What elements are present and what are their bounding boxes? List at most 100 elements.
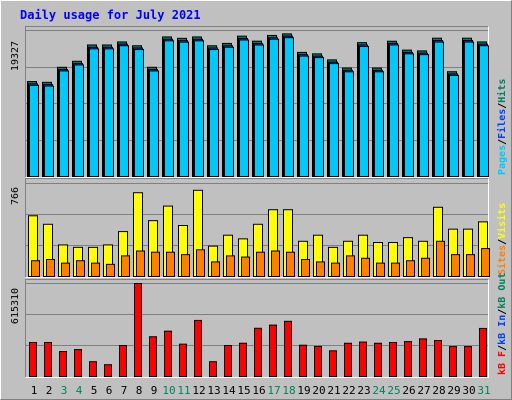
x-tick-label: 1 — [31, 384, 38, 397]
x-tick-label: 16 — [252, 384, 265, 397]
bar-sites — [331, 262, 340, 277]
bar-kb-f — [269, 324, 277, 377]
x-tick-label: 20 — [312, 384, 325, 397]
bar-pages — [224, 46, 234, 178]
bar-sites — [451, 254, 460, 277]
bar-kb-f — [119, 345, 127, 378]
x-tick-label: 25 — [387, 384, 400, 397]
legend-entry: / — [497, 103, 508, 109]
bar-sites — [481, 248, 490, 277]
bar-sites — [466, 254, 475, 277]
bar-sites — [406, 260, 415, 277]
x-tick-label: 19 — [297, 384, 310, 397]
bar-pages — [209, 49, 219, 178]
legend-entry: Hits — [496, 79, 508, 103]
bar-sites — [256, 251, 265, 278]
x-tick-label: 11 — [177, 384, 190, 397]
legend-entry: kB F — [497, 351, 508, 375]
bar-sites — [361, 257, 370, 278]
bar-kb-f — [134, 283, 142, 377]
panel-frame-light-2 — [25, 279, 489, 378]
x-tick-label: 31 — [477, 384, 490, 397]
bar-kb-f — [479, 327, 487, 378]
x-tick-label: 10 — [162, 384, 175, 397]
x-tick-label: 7 — [121, 384, 128, 397]
legend-entry: Visits — [496, 203, 508, 239]
bar-kb-f — [59, 351, 67, 377]
bar-sites — [196, 249, 205, 277]
bar-pages — [239, 39, 249, 177]
bar-sites — [376, 262, 385, 277]
x-tick-label: 9 — [151, 384, 158, 397]
legend-entry: Pages — [497, 145, 508, 175]
x-tick-label: 22 — [342, 384, 355, 397]
x-tick-label: 2 — [46, 384, 53, 397]
x-tick-label: 13 — [207, 384, 220, 397]
bar-kb-f — [374, 342, 382, 378]
y-max-label: 19327 — [10, 41, 21, 71]
bar-pages — [194, 40, 204, 177]
bar-pages — [44, 85, 54, 177]
x-tick-label: 15 — [237, 384, 250, 397]
bar-kb-f — [89, 361, 97, 378]
panel-visits-sites: 766 Sites/Visits — [10, 178, 508, 278]
bar-sites — [106, 263, 115, 278]
x-tick-label: 17 — [267, 384, 280, 397]
bar-kb-f — [179, 343, 187, 378]
x-tick-label: 4 — [76, 384, 83, 397]
bar-pages — [29, 84, 39, 177]
bar-sites — [91, 262, 100, 277]
bar-kb-f — [389, 341, 397, 377]
bar-pages — [164, 40, 174, 177]
bar-kb-f — [254, 327, 262, 377]
bar-sites — [241, 256, 250, 277]
x-tick-label: 12 — [192, 384, 205, 397]
bar-kb-f — [164, 330, 172, 378]
panel-frame-dark-0 — [25, 26, 489, 178]
bar-sites — [136, 250, 145, 278]
bar-pages — [134, 49, 144, 178]
x-tick-label: 30 — [462, 384, 475, 397]
bar-sites — [211, 261, 220, 278]
bar-pages — [284, 37, 294, 177]
x-tick-label: 3 — [61, 384, 68, 397]
x-tick-label: 27 — [417, 384, 430, 397]
y-max-label: 766 — [10, 187, 21, 205]
bar-pages — [464, 41, 474, 177]
x-tick-label: 6 — [106, 384, 113, 397]
bar-sites — [271, 250, 280, 278]
chart-panels: 19327Pages/Files/Hits766Sites/Visits6153… — [10, 26, 508, 378]
x-tick-label: 23 — [357, 384, 370, 397]
bar-sites — [421, 257, 430, 278]
panel-frame-light-1 — [25, 178, 489, 278]
bar-pages — [404, 53, 414, 177]
bar-kb-f — [104, 364, 112, 377]
x-tick-label: 26 — [402, 384, 415, 397]
bar-pages — [419, 54, 429, 178]
bar-kb-f — [329, 350, 337, 377]
bar-kb-f — [404, 341, 412, 377]
bar-pages — [119, 45, 129, 177]
bar-sites — [31, 260, 40, 277]
bar-kb-f — [434, 340, 442, 378]
x-tick-label: 14 — [222, 384, 236, 397]
bar-kb-f — [464, 346, 472, 377]
bar-kb-f — [209, 361, 217, 378]
x-tick-label: 18 — [282, 384, 295, 397]
bar-kb-f — [449, 346, 457, 377]
bar-pages — [344, 71, 354, 177]
bar-sites — [61, 262, 70, 277]
bar-kb-f — [344, 342, 352, 378]
bar-pages — [254, 44, 264, 178]
bar-pages — [74, 64, 84, 177]
bar-kb-f — [284, 320, 292, 377]
legend-entry: / — [497, 239, 508, 245]
x-tick-label: 28 — [432, 384, 445, 397]
bar-sites — [76, 260, 85, 277]
bar-pages — [449, 74, 459, 177]
bar-sites — [151, 251, 160, 278]
bar-pages — [389, 44, 399, 178]
bar-kb-f — [239, 342, 247, 378]
legend-entry: Sites — [496, 245, 508, 275]
